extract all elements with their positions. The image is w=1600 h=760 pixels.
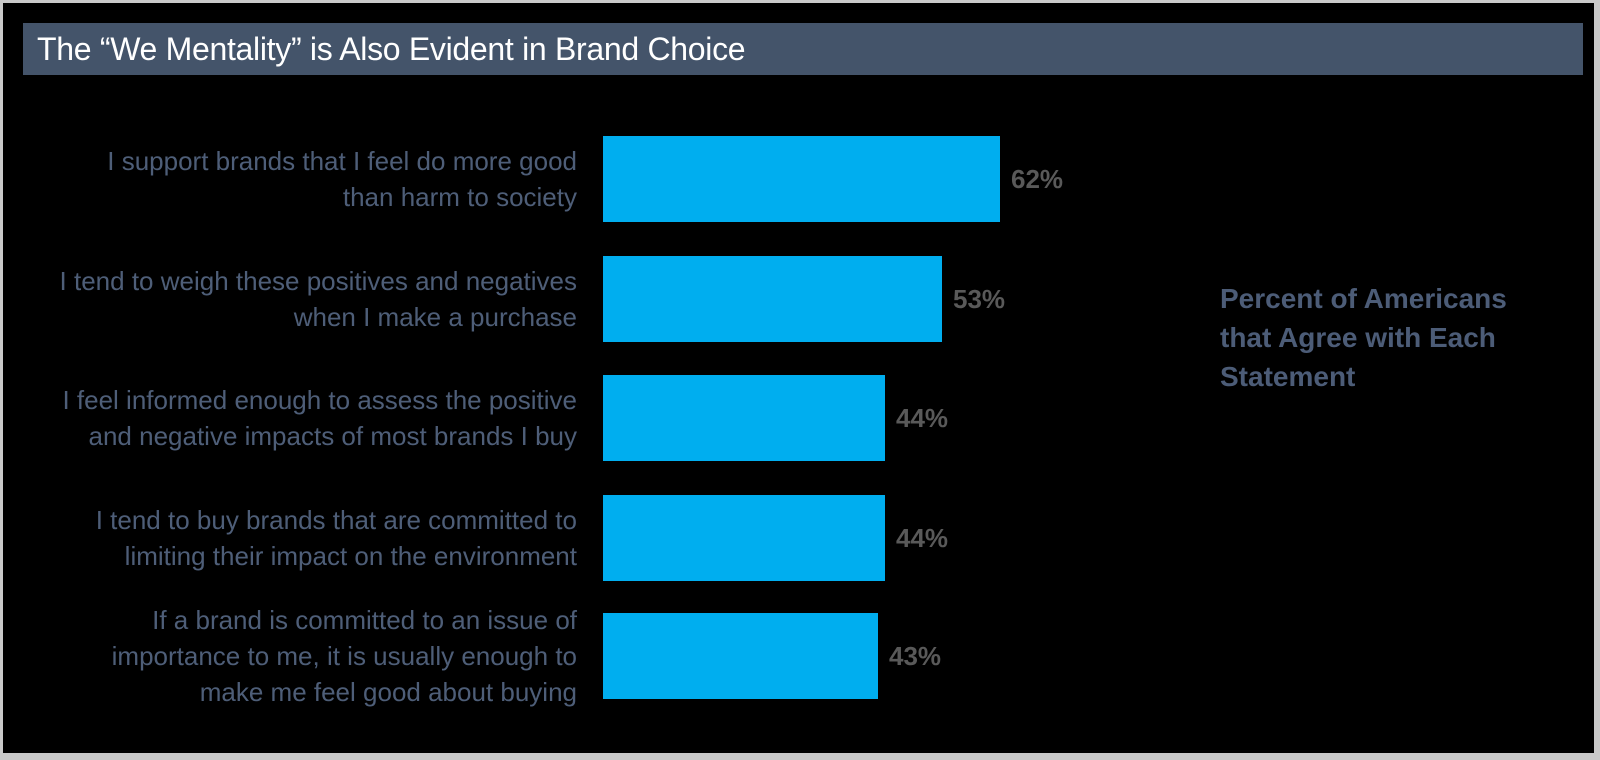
category-label: I tend to buy brands that are committed … [3, 502, 577, 574]
category-label: I feel informed enough to assess the pos… [3, 382, 577, 454]
category-label-line: I feel informed enough to assess the pos… [62, 385, 577, 415]
category-label-line: and negative impacts of most brands I bu… [88, 421, 578, 451]
chart-row: I tend to weigh these positives and nega… [3, 234, 1594, 364]
value-label: 62% [1011, 163, 1064, 194]
chart-row: If a brand is committed to an issue of im… [3, 591, 1594, 721]
chart-annotation-line: that Agree with Each [1220, 322, 1496, 353]
category-label-line: importance to me, it is usually enough t… [111, 641, 577, 671]
chart-annotation-line: Statement [1220, 361, 1356, 392]
page-title: The “We Mentality” is Also Evident in Br… [37, 30, 746, 67]
bar [603, 495, 885, 581]
category-label: I tend to weigh these positives and nega… [3, 263, 577, 335]
category-label-line: make me feel good about buying [199, 677, 577, 707]
value-label: 44% [896, 402, 949, 433]
category-label-line: limiting their impact on the environment [124, 541, 577, 571]
category-label-line: I support brands that I feel do more goo… [107, 146, 577, 176]
bar [603, 613, 878, 699]
category-label: If a brand is committed to an issue of im… [3, 602, 577, 710]
category-label-line: when I make a purchase [293, 302, 577, 332]
category-label-line: I tend to weigh these positives and nega… [59, 266, 577, 296]
bar [603, 256, 942, 342]
value-label: 43% [889, 640, 942, 671]
chart-row: I tend to buy brands that are committed … [3, 473, 1594, 603]
chart-row: I support brands that I feel do more goo… [3, 114, 1594, 244]
value-label: 53% [953, 283, 1006, 314]
category-label: I support brands that I feel do more goo… [3, 143, 577, 215]
category-label-line: I tend to buy brands that are committed … [95, 505, 577, 535]
category-label-line: If a brand is committed to an issue of [152, 605, 577, 635]
title-bar: The “We Mentality” is Also Evident in Br… [23, 23, 1583, 75]
chart-annotation-line: Percent of Americans [1220, 283, 1507, 314]
value-label: 44% [896, 522, 949, 553]
category-label-line: than harm to society [342, 182, 577, 212]
chart-annotation: Percent of Americans that Agree with Each… [1220, 279, 1560, 396]
slide-content: The “We Mentality” is Also Evident in Br… [3, 3, 1594, 753]
bar [603, 375, 885, 461]
bar [603, 136, 1000, 222]
chart-row: I feel informed enough to assess the pos… [3, 353, 1594, 483]
bar-chart: I support brands that I feel do more goo… [3, 3, 1594, 753]
